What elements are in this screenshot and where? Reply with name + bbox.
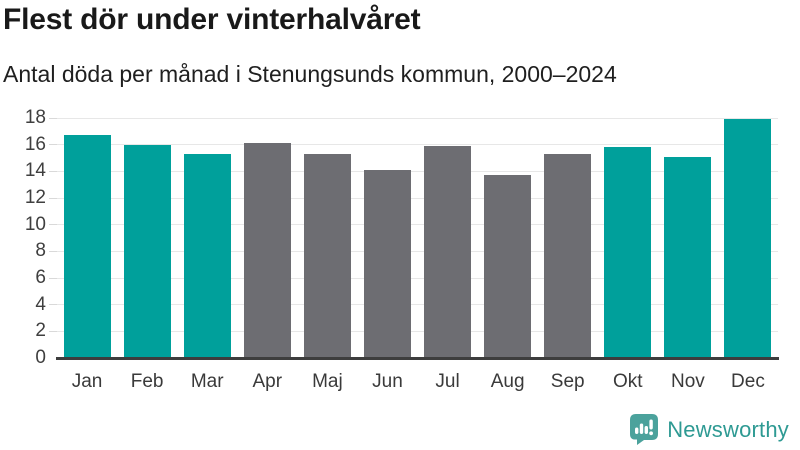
bar-feb	[123, 144, 171, 358]
gridline	[57, 117, 778, 119]
x-axis-label: Jan	[71, 371, 103, 392]
y-axis-tick	[49, 250, 57, 252]
gridline	[57, 224, 778, 226]
bar-nov	[664, 156, 712, 358]
y-axis-tick	[49, 170, 57, 172]
brand-name: Newsworthy	[667, 416, 789, 442]
y-axis-tick	[49, 304, 57, 306]
chart-subtitle: Antal döda per månad i Stenungsunds komm…	[3, 61, 617, 87]
x-axis-label: Nov	[670, 371, 705, 392]
y-axis-label: 16	[24, 133, 46, 155]
y-axis-tick	[49, 197, 57, 199]
x-axis-label: Okt	[613, 371, 643, 392]
bar-mar	[183, 154, 231, 358]
x-axis-label: Jun	[372, 371, 403, 392]
bar-jan	[63, 135, 111, 358]
x-axis-label: Aug	[490, 371, 525, 392]
x-axis-label: Mar	[190, 371, 224, 392]
plot-area	[49, 117, 778, 358]
y-axis-tick	[49, 224, 57, 226]
bar-jun	[363, 170, 411, 358]
bar-dec	[724, 119, 772, 358]
y-axis-tick	[49, 117, 57, 119]
x-axis-label: Sep	[550, 371, 585, 392]
y-axis-tick	[49, 144, 57, 146]
gridline	[57, 330, 778, 332]
bar-jul	[424, 146, 472, 358]
newsworthy-logo-icon	[630, 414, 659, 445]
gridline	[57, 250, 778, 252]
gridline	[57, 170, 778, 172]
y-axis-tick	[49, 277, 57, 279]
y-axis-label: 18	[24, 107, 46, 128]
bar-okt	[604, 147, 652, 358]
gridline	[57, 277, 778, 279]
y-axis-label: 0	[35, 347, 46, 368]
y-axis-label: 2	[35, 320, 46, 342]
brand-lockup: Newsworthy	[630, 414, 789, 445]
y-axis-label: 14	[24, 160, 46, 182]
bar-sep	[544, 154, 592, 358]
bar-aug	[484, 175, 532, 358]
x-axis-line	[56, 357, 779, 360]
y-axis-label: 10	[24, 213, 46, 235]
chart-title: Flest dör under vinterhalvåret	[3, 3, 421, 36]
x-axis-label: Maj	[312, 371, 343, 392]
y-axis-label: 8	[35, 240, 46, 262]
gridline	[57, 197, 778, 199]
y-axis-label: 6	[35, 267, 46, 288]
bar-maj	[303, 154, 351, 358]
y-axis-label: 4	[35, 293, 46, 315]
gridline	[57, 304, 778, 306]
x-axis-label: Apr	[252, 371, 283, 392]
x-axis-label: Dec	[731, 371, 765, 392]
y-axis-label: 12	[24, 187, 46, 208]
gridline	[57, 144, 778, 146]
x-axis-label: Feb	[130, 371, 164, 392]
x-axis-label: Jul	[435, 371, 460, 392]
y-axis-tick	[49, 330, 57, 332]
bar-apr	[243, 143, 291, 358]
